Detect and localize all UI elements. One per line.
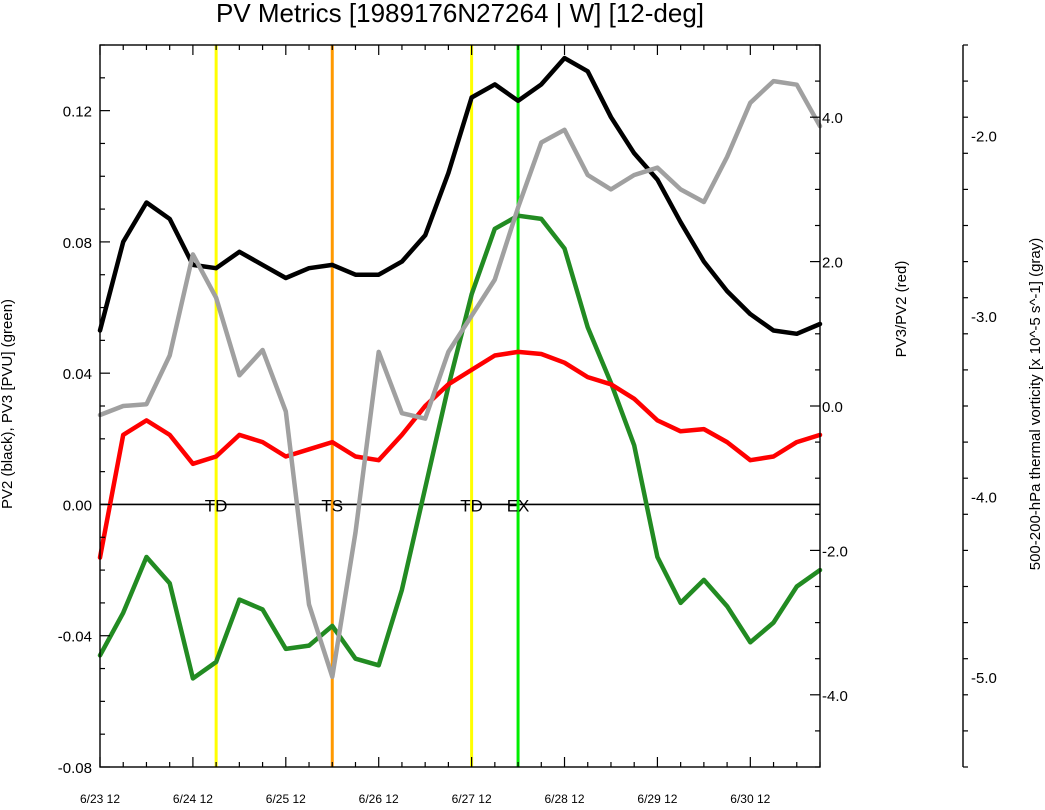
y-tick-label-right-vorticity: -5.0 bbox=[971, 670, 997, 687]
y-tick-label-right-vorticity: -2.0 bbox=[971, 128, 997, 145]
chart-title: PV Metrics [1989176N27264 | W] [12-deg] bbox=[216, 0, 704, 28]
y-tick-label-right-ratio: 0.0 bbox=[822, 399, 843, 416]
event-label: TD bbox=[460, 496, 483, 515]
x-tick-label: 6/30 12 bbox=[730, 792, 770, 805]
y-tick-label-left: -0.04 bbox=[58, 629, 92, 646]
y-axis-label-right-vorticity: 500-200-hPa thermal vorticity [x 10^-5 s… bbox=[1027, 238, 1044, 571]
series-line-pv3 bbox=[97, 213, 823, 681]
y-tick-label-right-ratio: 4.0 bbox=[822, 110, 843, 127]
y-tick-label-right-vorticity: -3.0 bbox=[971, 309, 997, 326]
y-tick-label-left: 0.04 bbox=[63, 366, 92, 383]
y-tick-label-left: 0.00 bbox=[63, 497, 92, 514]
y-tick-label-right-ratio: 2.0 bbox=[822, 255, 843, 272]
plot-frame-rect bbox=[99, 44, 821, 768]
event-label: EX bbox=[507, 496, 530, 515]
series-line-pv2 bbox=[97, 55, 823, 337]
y-axis-label-right-ratio: PV3/PV2 (red) bbox=[893, 261, 910, 358]
event-label: TD bbox=[205, 496, 228, 515]
series-line-thermal-vorticity bbox=[97, 78, 823, 680]
series-line-pv3-pv2 bbox=[97, 349, 823, 560]
x-tick-label: 6/24 12 bbox=[173, 792, 213, 805]
x-tick-label: 6/29 12 bbox=[637, 792, 677, 805]
event-label: TS bbox=[321, 496, 343, 515]
y-tick-label-left: -0.08 bbox=[58, 760, 92, 777]
x-tick-label: 6/28 12 bbox=[544, 792, 584, 805]
x-tick-label: 6/27 12 bbox=[452, 792, 492, 805]
y-tick-label-right-ratio: -2.0 bbox=[822, 543, 848, 560]
x-tick-label: 6/26 12 bbox=[359, 792, 399, 805]
y-tick-label-right-vorticity: -4.0 bbox=[971, 489, 997, 506]
x-tick-label: 6/23 12 bbox=[80, 792, 120, 805]
axis-ticks: 6/23 12 6/24 12 6/25 12 6/26 12 6/27 12 6/28 … bbox=[58, 44, 997, 806]
y-axis-label-left: PV2 (black), PV3 [PVU] (green) bbox=[0, 299, 16, 509]
series-lines bbox=[97, 55, 823, 681]
y-tick-label-right-ratio: -4.0 bbox=[822, 688, 848, 705]
event-lines: TD TS TD EX bbox=[100, 45, 820, 767]
y-tick-label-left: 0.08 bbox=[63, 235, 92, 252]
x-tick-label: 6/25 12 bbox=[266, 792, 306, 805]
y-tick-label-left: 0.12 bbox=[63, 104, 92, 121]
